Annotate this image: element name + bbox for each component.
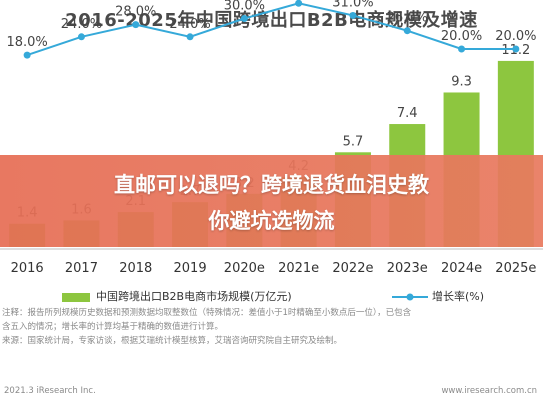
growth-label-2017: 24.0% [61, 17, 102, 32]
x-tick-2022e: 2022e [332, 261, 373, 276]
growth-label-2019: 24.0% [169, 17, 210, 32]
growth-point-2021e [295, 0, 303, 7]
bar-label-2024e: 9.3 [451, 74, 472, 89]
overlay-line-1: 直邮可以退吗？跨境退货血泪史教 [114, 173, 429, 197]
chart-notes: 注释：报告所列规模历史数据和预测数据均取整数位（特殊情况：差值小于1时精确至小数… [2, 306, 542, 348]
x-tick-2018: 2018 [119, 261, 152, 276]
bar-label-2022e: 5.7 [343, 134, 364, 149]
growth-label-2025e: 20.0% [495, 29, 536, 44]
legend-bar: 中国跨境出口B2B电商市场规模(万亿元) [62, 288, 292, 304]
growth-rate-line [26, 2, 516, 57]
growth-label-2022e: 31.0% [332, 0, 373, 10]
overlay-banner: 直邮可以退吗？跨境退货血泪史教 你避坑选物流 [0, 155, 543, 247]
note-line-3: 来源：国家统计局，专家访谈，根据艾瑞统计模型核算，艾瑞咨询研究院自主研究及绘制。 [2, 336, 343, 346]
growth-label-2024e: 20.0% [441, 29, 482, 44]
x-tick-2023e: 2023e [387, 261, 428, 276]
x-tick-2020e: 2020e [224, 261, 265, 276]
growth-label-2018: 28.0% [115, 5, 156, 20]
note-line-1: 注释：报告所列规模历史数据和预测数据均取整数位（特殊情况：差值小于1时精确至小数… [2, 308, 412, 318]
bar-label-2023e: 7.4 [397, 106, 418, 121]
x-tick-2016: 2016 [11, 261, 44, 276]
x-tick-2025e: 2025e [495, 261, 536, 276]
chart-title: 2016-2025年中国跨境出口B2B电商规模及增速 [65, 10, 478, 31]
growth-point-2018 [132, 21, 140, 29]
growth-point-2025e [512, 45, 520, 53]
growth-point-2016 [23, 51, 31, 59]
legend-bar-label: 中国跨境出口B2B电商市场规模(万亿元) [96, 290, 292, 303]
growth-point-2019 [186, 33, 194, 41]
growth-label-2023e: 26.0% [387, 11, 428, 26]
growth-point-2024e [458, 45, 466, 53]
legend-line-label: 增长率(%) [432, 290, 485, 303]
x-tick-2017: 2017 [65, 261, 98, 276]
overlay-line-2: 你避坑选物流 [208, 209, 335, 233]
legend-line: 增长率(%) [392, 288, 484, 304]
growth-point-2017 [77, 33, 85, 41]
footer-website: www.iresearch.com.cn [441, 386, 537, 396]
growth-label-2016: 18.0% [6, 35, 47, 50]
x-tick-2019: 2019 [174, 261, 207, 276]
growth-label-2020e: 30.0% [224, 0, 265, 14]
note-line-2: 含五入的情况；增长率的计算均基于精确的数值进行计算。 [2, 322, 224, 332]
legend-line-swatch [392, 293, 428, 301]
growth-point-2022e [349, 11, 357, 19]
growth-point-2020e [240, 15, 248, 22]
legend-bar-swatch [62, 292, 90, 302]
footer-copyright: 2021.3 iResearch Inc. [4, 386, 96, 396]
x-tick-2024e: 2024e [441, 261, 482, 276]
growth-point-2023e [403, 27, 411, 35]
x-tick-2021e: 2021e [278, 261, 319, 276]
